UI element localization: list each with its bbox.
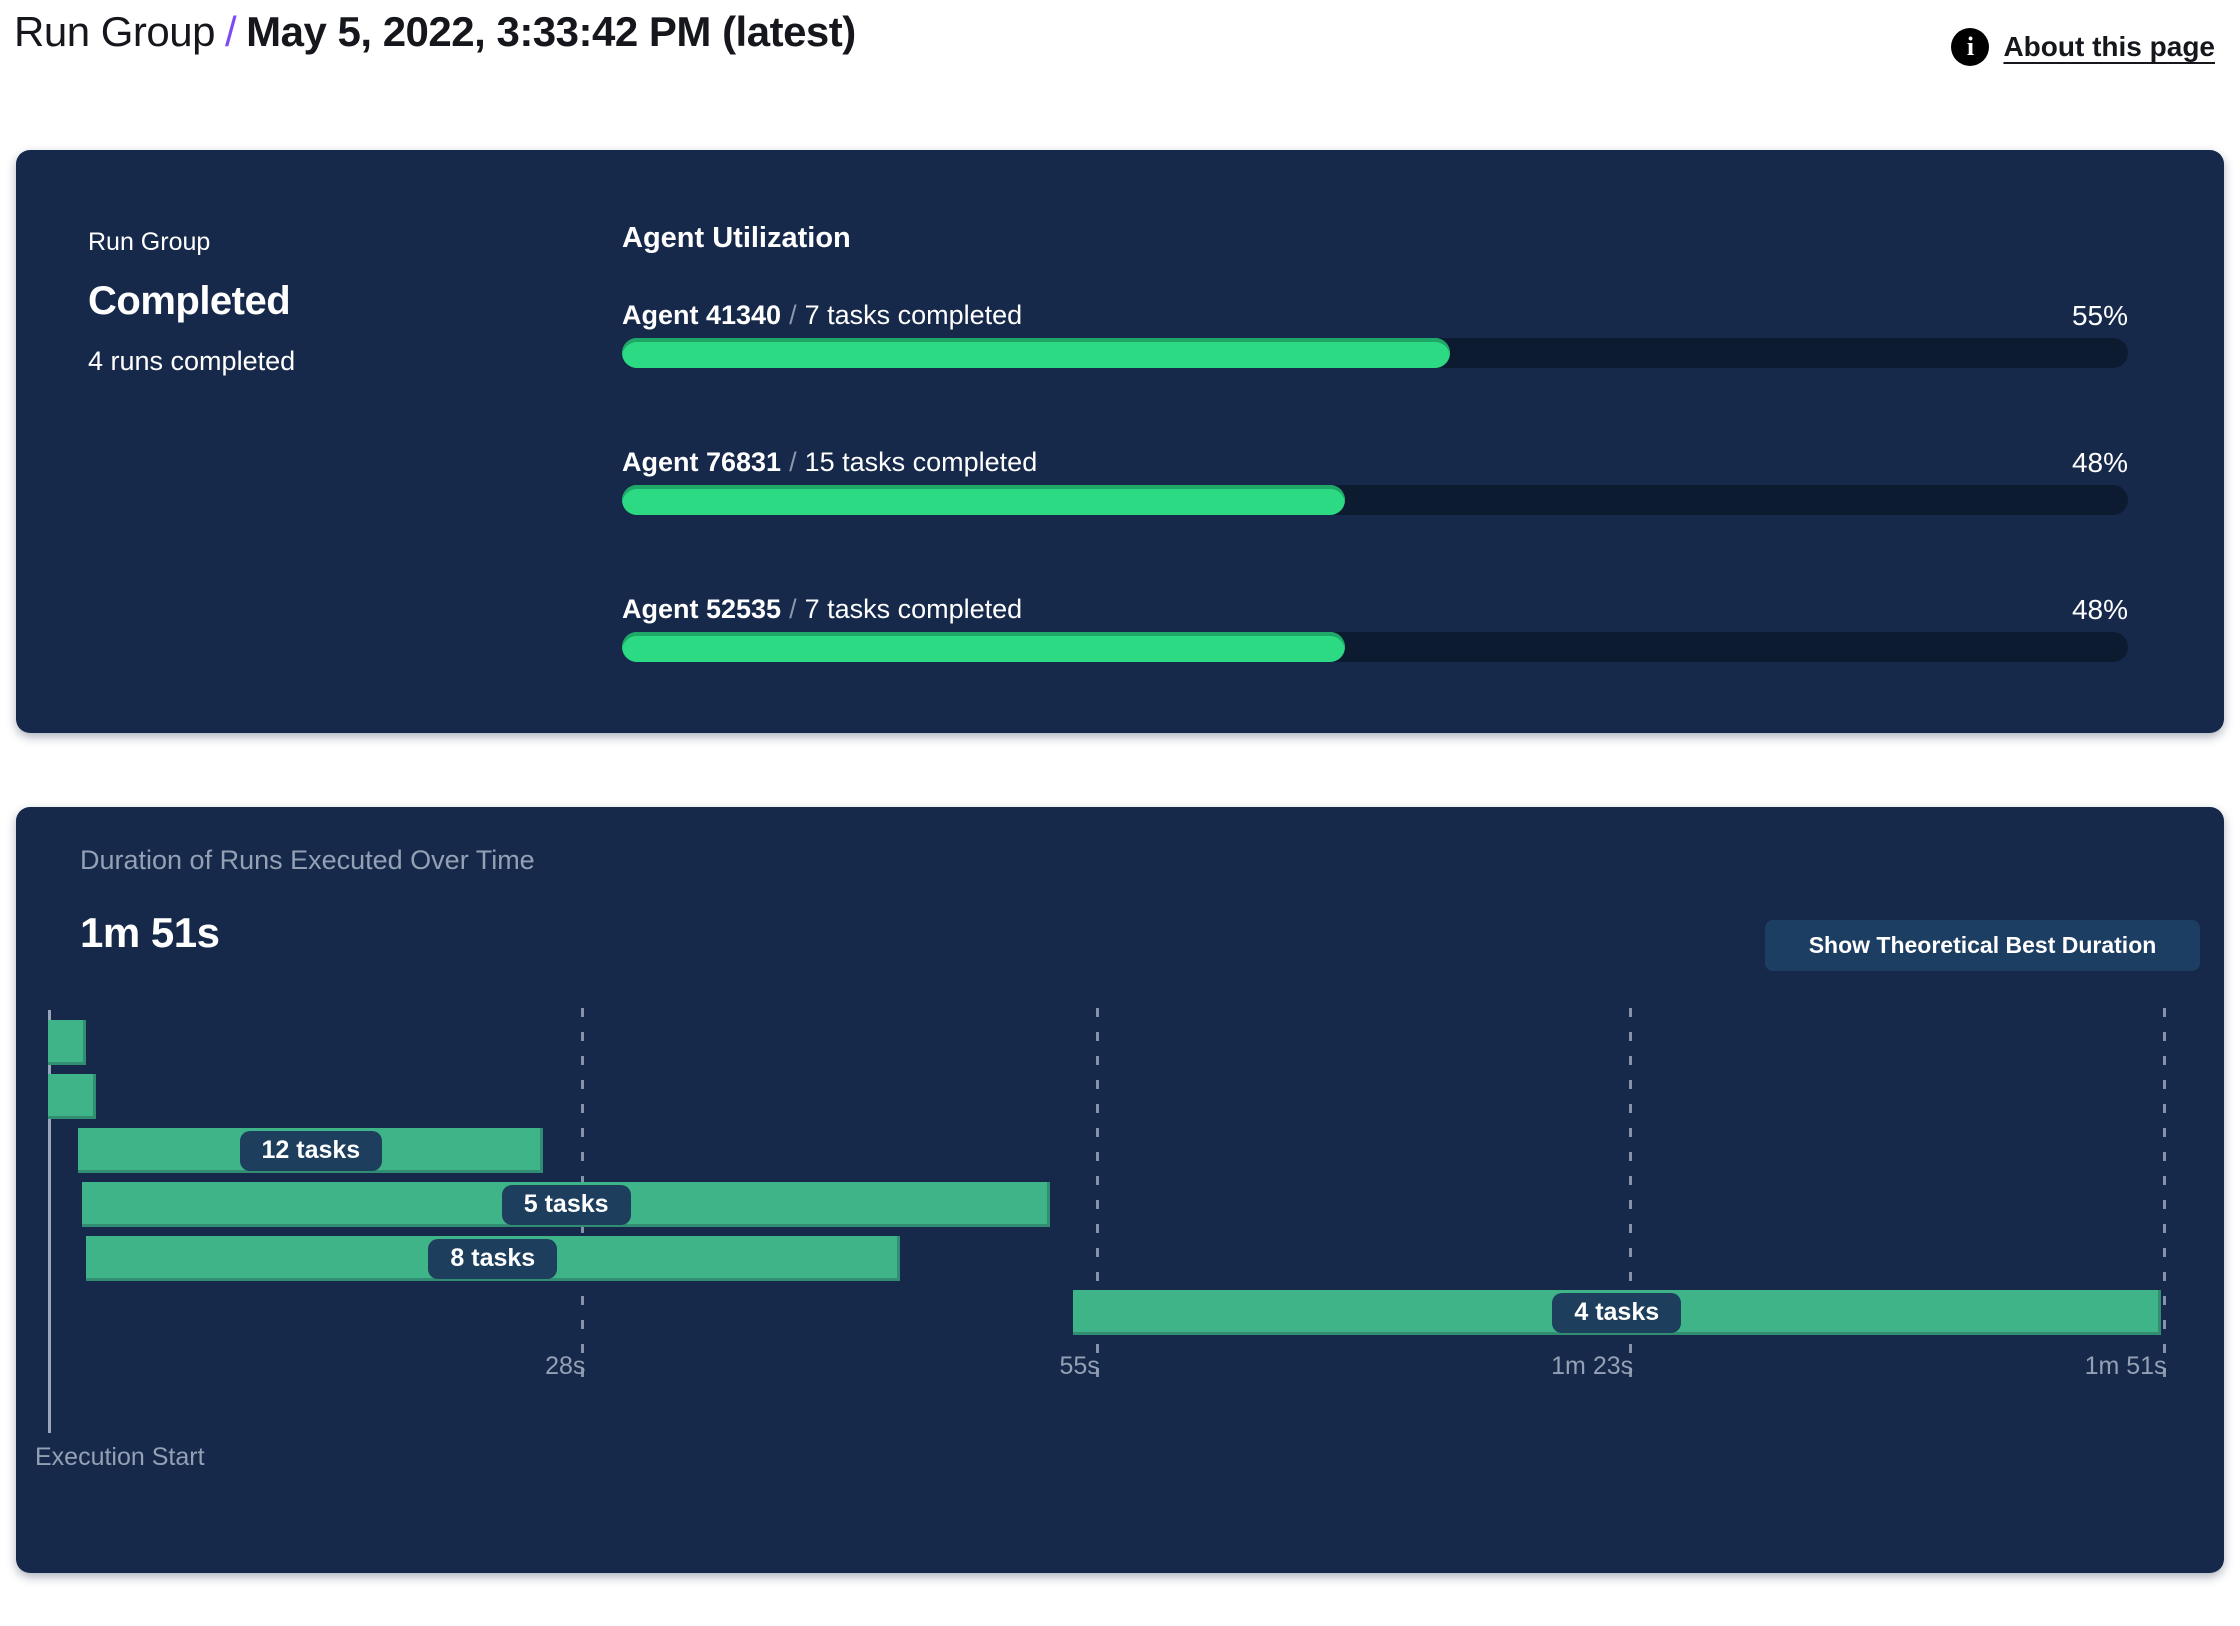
run-duration-bar: 8 tasks: [86, 1236, 900, 1281]
task-count-pill: 4 tasks: [1552, 1292, 1682, 1333]
breadcrumb-root: Run Group: [14, 8, 215, 55]
run-duration-bar: 5 tasks: [82, 1182, 1051, 1227]
gantt-tick-label: 55s: [1059, 1352, 1100, 1380]
gantt-gridline: [2162, 1008, 2166, 1378]
agent-utilization-row: Agent 52535/7 tasks completed 48%: [622, 594, 2128, 694]
agent-row-header: Agent 76831/15 tasks completed 48%: [622, 447, 2128, 481]
agent-name-separator: /: [789, 447, 797, 477]
run-duration-bar: 12 tasks: [78, 1128, 544, 1173]
gantt-tick-label: 1m 23s: [1551, 1352, 1634, 1380]
page-title: Run Group / May 5, 2022, 3:33:42 PM (lates…: [14, 8, 856, 56]
agent-name: Agent 41340: [622, 300, 782, 330]
gantt-tick-label: 1m 51s: [2084, 1352, 2167, 1380]
task-count-pill: 12 tasks: [239, 1130, 383, 1171]
agent-utilization-track: [622, 632, 2128, 662]
agent-name: Agent 52535: [622, 594, 782, 624]
agent-utilization-fill: [622, 632, 1345, 662]
run-duration-bar: [48, 1020, 87, 1065]
agent-name-separator: /: [789, 300, 797, 330]
execution-start-label: Execution Start: [35, 1443, 205, 1471]
run-duration-bar: [48, 1074, 96, 1119]
runs-completed-count: 4 runs completed: [88, 346, 296, 376]
agent-tasks-completed: 7 tasks completed: [804, 300, 1023, 330]
task-count-pill: 5 tasks: [501, 1184, 631, 1225]
agent-name: Agent 76831: [622, 447, 782, 477]
info-icon: i: [1951, 28, 1990, 66]
run-group-status: Completed: [88, 279, 291, 323]
run-duration-bar: 4 tasks: [1072, 1290, 2161, 1335]
run-group-label: Run Group: [88, 228, 211, 256]
agent-utilization-percent: 48%: [2071, 594, 2128, 625]
agent-utilization-percent: 55%: [2071, 300, 2128, 331]
show-theoretical-best-duration-button[interactable]: Show Theoretical Best Duration: [1765, 920, 2200, 971]
run-duration-gantt-chart: Execution Start 28s 55s 1m 23s 1m 51s 12 tas…: [16, 807, 2224, 1573]
agent-tasks-completed: 7 tasks completed: [804, 594, 1023, 624]
run-duration-card: Duration of Runs Executed Over Time 1m 5…: [16, 807, 2224, 1573]
agent-utilization-track: [622, 338, 2128, 368]
agent-tasks-completed: 15 tasks completed: [804, 447, 1038, 477]
gantt-gridline: [1095, 1008, 1099, 1378]
agent-utilization-fill: [622, 338, 1451, 368]
about-this-page-link[interactable]: About this page: [2003, 31, 2215, 62]
agent-utilization-row: Agent 41340/7 tasks completed 55%: [622, 300, 2128, 400]
duration-chart-title: Duration of Runs Executed Over Time: [80, 845, 535, 875]
total-duration-value: 1m 51s: [80, 909, 220, 956]
run-title: May 5, 2022, 3:33:42 PM (latest): [246, 8, 856, 55]
agent-utilization-track: [622, 485, 2128, 515]
agent-row-header: Agent 41340/7 tasks completed 55%: [622, 300, 2128, 334]
run-group-summary: Run Group Completed 4 runs completed: [88, 228, 295, 377]
breadcrumb-separator: /: [224, 8, 237, 55]
run-group-status-card: Run Group Completed 4 runs completed Age…: [16, 150, 2224, 733]
gantt-gridline: [1629, 1008, 1633, 1378]
about-this-page[interactable]: i About this page: [1951, 28, 2215, 66]
execution-start-axis-line: [48, 1010, 51, 1433]
agent-utilization-heading: Agent Utilization: [622, 222, 851, 254]
agent-utilization-fill: [622, 485, 1345, 515]
agent-utilization-percent: 48%: [2071, 447, 2128, 478]
agent-utilization-row: Agent 76831/15 tasks completed 48%: [622, 447, 2128, 547]
gantt-tick-label: 28s: [545, 1352, 586, 1380]
agent-name-separator: /: [789, 594, 797, 624]
agent-row-header: Agent 52535/7 tasks completed 48%: [622, 594, 2128, 628]
task-count-pill: 8 tasks: [428, 1238, 558, 1279]
